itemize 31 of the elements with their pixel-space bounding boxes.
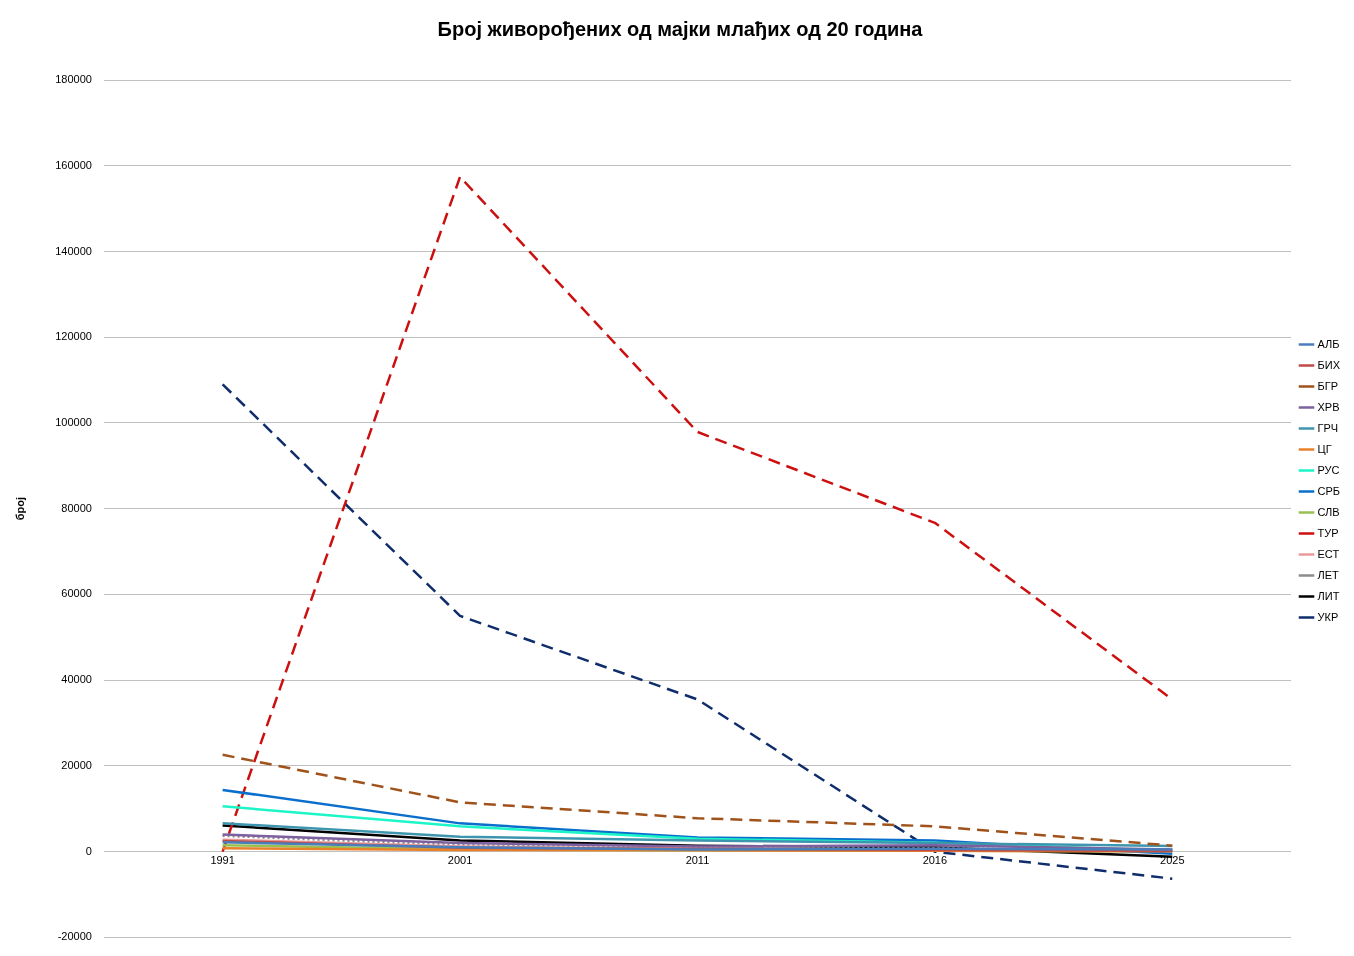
x-tick-label: 2011	[685, 854, 710, 867]
legend-label: ЛЕТ	[1317, 568, 1340, 581]
y-tick-label: 0	[85, 844, 92, 857]
y-tick-label: 80000	[61, 501, 92, 514]
y-axis-title: број	[13, 497, 26, 521]
y-tick-label: -20000	[57, 930, 92, 943]
y-tick-label: 120000	[55, 330, 92, 343]
legend-label: ТУР	[1317, 526, 1339, 539]
x-tick-label: 2016	[922, 854, 948, 867]
legend-label: РУС	[1317, 463, 1340, 476]
y-tick-label: 140000	[55, 244, 92, 257]
legend-label: АЛБ	[1317, 337, 1340, 350]
y-tick-label: 60000	[61, 587, 92, 600]
legend-label: ГРЧ	[1317, 421, 1339, 434]
legend-label: БГР	[1317, 379, 1339, 392]
legend-label: СРБ	[1317, 484, 1340, 497]
y-tick-label: 20000	[61, 758, 92, 771]
legend-label: ХРВ	[1317, 400, 1340, 413]
legend-label: УКР	[1317, 610, 1339, 623]
legend-label: ЦГ	[1317, 442, 1332, 455]
legend-label: БИХ	[1317, 358, 1341, 371]
legend-label: ЛИТ	[1317, 589, 1340, 602]
legend-label: ЕСТ	[1317, 547, 1340, 560]
legend-label: СЛВ	[1317, 505, 1340, 518]
x-tick-label: 1991	[210, 854, 235, 867]
y-tick-label: 180000	[55, 73, 92, 86]
y-tick-label: 160000	[55, 158, 92, 171]
chart-title: Број живорођених од мајки млађих од 20 година	[437, 17, 924, 40]
y-tick-label: 40000	[61, 673, 92, 686]
x-tick-label: 2001	[447, 854, 473, 867]
y-tick-label: 100000	[55, 415, 92, 428]
